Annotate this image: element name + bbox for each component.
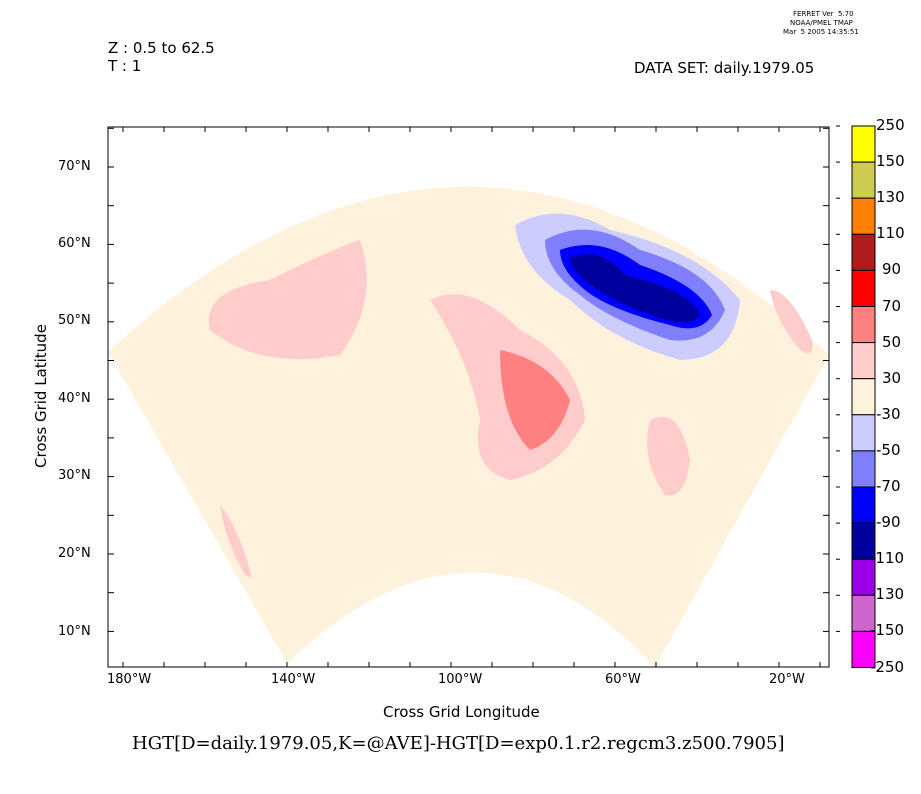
colorbar-label: -50 <box>876 440 901 459</box>
colorbar-label: 70 <box>882 296 902 315</box>
colorbar-label: 150 <box>876 152 905 171</box>
colorbar-label: 130 <box>876 188 905 207</box>
y-tick-label-5: 20°N <box>58 546 91 561</box>
atlantic-positive-blob <box>647 416 690 496</box>
y-tick-label-2: 50°N <box>58 313 91 328</box>
domain-fill <box>108 186 829 667</box>
colorbar-label: -250 <box>870 657 905 676</box>
z-range-label: Z : 0.5 to 62.5 <box>108 39 215 57</box>
x-tick-label-1: 140°W <box>271 672 316 687</box>
x-tick-label-4: 20°W <box>769 672 805 687</box>
colorbar-label: 250 <box>876 116 905 134</box>
us-positive-core <box>500 350 570 450</box>
y-tick-label-6: 10°N <box>58 624 91 639</box>
ferret-org: NOAA/PMEL TMAP <box>790 19 853 27</box>
colorbar-swatch <box>851 486 876 524</box>
colorbar-swatch <box>851 414 876 452</box>
colorbar-label: -130 <box>870 585 905 604</box>
x-axis-label: Cross Grid Longitude <box>383 703 540 721</box>
chart-title: HGT[D=daily.1979.05,K=@AVE]-HGT[D=exp0.1… <box>132 733 785 754</box>
y-tick-label-4: 30°N <box>58 468 91 483</box>
colorbar-label: -150 <box>870 621 905 640</box>
colorbar-label: 110 <box>876 224 905 243</box>
dataset-label: DATA SET: daily.1979.05 <box>634 59 815 77</box>
colorbar-label: -30 <box>876 404 901 423</box>
ferret-version: FERRET Ver 5.70 <box>793 10 854 18</box>
colorbar-swatch <box>851 378 876 416</box>
y-tick-label-0: 70°N <box>58 159 91 174</box>
pacific-positive-blob <box>208 240 367 360</box>
colorbar-swatch <box>851 450 876 488</box>
baja-positive-blob <box>220 505 252 578</box>
x-tick-label-3: 60°W <box>605 672 641 687</box>
y-tick-label-3: 40°N <box>58 391 91 406</box>
x-tick-label-2: 100°W <box>438 672 483 687</box>
colorbar-swatch <box>851 197 876 235</box>
ferret-date: Mar 5 2005 14:35:51 <box>783 28 859 36</box>
y-axis-label: Cross Grid Latitude <box>32 324 50 468</box>
colorbar-label: 30 <box>882 368 902 387</box>
colorbar-swatch <box>851 233 876 271</box>
time-label: T : 1 <box>108 57 142 75</box>
colorbar-swatch <box>851 306 876 344</box>
colorbar-swatch <box>851 630 876 669</box>
colorbar-label: 50 <box>882 332 902 351</box>
plot-frame <box>107 126 830 668</box>
colorbar-swatch <box>851 342 876 380</box>
x-tick-label-0: 180°W <box>107 672 152 687</box>
east-atlantic-positive-blob <box>770 290 813 354</box>
colorbar-swatch <box>851 269 876 307</box>
colorbar-label: 90 <box>882 260 902 279</box>
colorbar-label: -70 <box>876 477 901 495</box>
colorbar-label: -90 <box>876 513 901 532</box>
colorbar-swatch <box>851 161 876 199</box>
colorbar-label: -110 <box>870 549 905 568</box>
labrador-negative-90 <box>570 254 700 323</box>
regcm-domain <box>108 186 829 667</box>
colorbar-swatch <box>851 125 876 163</box>
y-tick-label-1: 60°N <box>58 236 91 251</box>
